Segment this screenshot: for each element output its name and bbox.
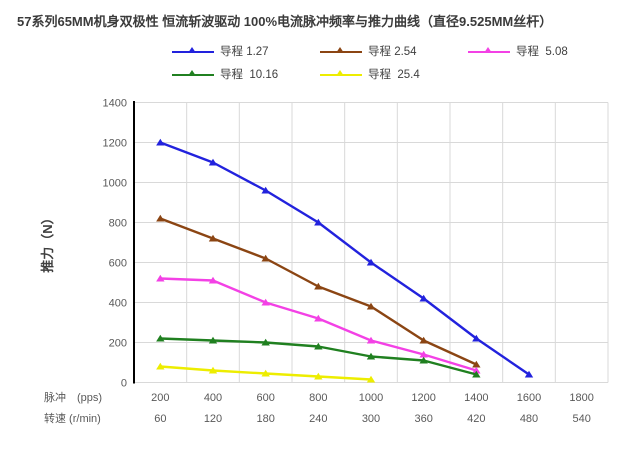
legend-label: 导程 10.16 — [220, 69, 279, 81]
series-line — [159, 277, 478, 372]
x-tick-label-pps: 1800 — [569, 392, 593, 404]
point-marker — [472, 366, 481, 374]
x-tick-label-pps: 800 — [309, 392, 327, 404]
point-marker — [314, 342, 323, 350]
y-tick-label: 1400 — [103, 98, 127, 110]
x-tick-label-pps: 1200 — [411, 392, 435, 404]
point-marker — [156, 362, 165, 370]
point-marker — [419, 294, 428, 302]
point-marker — [366, 336, 376, 344]
x-axis-row-label: 转速 (r/min) — [44, 411, 101, 425]
point-marker — [524, 370, 534, 378]
y-tick-label: 200 — [109, 338, 127, 350]
legend-item: 导程 25.4 — [320, 67, 420, 83]
x-tick-label-rpm: 60 — [154, 413, 166, 425]
legend-item: 导程 1.27 — [172, 44, 269, 60]
x-tick-label-pps: 1400 — [464, 392, 488, 404]
triangle-marker-icon — [484, 46, 492, 53]
point-marker — [156, 214, 165, 222]
x-tick-label-rpm: 360 — [414, 413, 432, 425]
x-tick-label-pps: 1000 — [359, 392, 383, 404]
legend-label: 导程 1.27 — [220, 46, 269, 58]
y-tick-label: 600 — [109, 258, 127, 270]
legend-label: 导程 2.54 — [368, 46, 417, 58]
point-marker — [208, 234, 218, 242]
x-tick-label-pps: 200 — [151, 392, 169, 404]
point-marker — [208, 366, 218, 374]
point-marker — [261, 369, 270, 377]
point-marker — [314, 372, 323, 380]
point-marker — [261, 254, 270, 262]
y-tick-label: 0 — [121, 378, 127, 390]
point-marker — [261, 186, 270, 194]
y-tick-label: 1200 — [103, 138, 127, 150]
point-marker — [472, 370, 481, 378]
x-tick-label-rpm: 180 — [256, 413, 274, 425]
point-marker — [156, 334, 165, 342]
x-tick-label-pps: 400 — [204, 392, 222, 404]
x-tick-label-pps: 600 — [256, 392, 274, 404]
point-marker — [208, 158, 218, 166]
x-tick-label-rpm: 300 — [362, 413, 380, 425]
triangle-marker-icon — [188, 69, 196, 76]
x-tick-label-rpm: 120 — [204, 413, 222, 425]
chart-legend: 导程 1.27 导程 2.54 导程 5.08 导程 10.16 导程 25.4 — [0, 0, 640, 90]
x-tick-label-rpm: 420 — [467, 413, 485, 425]
legend-label: 导程 5.08 — [516, 46, 568, 58]
point-marker — [472, 360, 481, 368]
triangle-marker-icon — [336, 46, 344, 53]
point-marker — [261, 298, 270, 306]
point-marker — [419, 336, 428, 344]
chart-title: 57系列65MM机身双极性 恒流斩波驱动 100%电流脉冲频率与推力曲线（直径9… — [17, 14, 553, 29]
y-tick-label: 1000 — [103, 178, 127, 190]
point-marker — [366, 302, 376, 310]
point-marker — [156, 138, 165, 146]
y-tick-label: 400 — [109, 298, 127, 310]
legend-line-swatch — [468, 46, 510, 54]
legend-line-swatch — [320, 69, 362, 77]
point-marker — [261, 338, 270, 346]
point-marker — [366, 375, 376, 383]
x-tick-label-rpm: 480 — [520, 413, 538, 425]
point-marker — [419, 356, 428, 364]
point-marker — [472, 334, 481, 342]
triangle-marker-icon — [188, 46, 196, 53]
y-tick-label: 800 — [109, 218, 127, 230]
point-marker — [366, 258, 376, 266]
point-marker — [419, 350, 428, 358]
legend-item: 导程 5.08 — [468, 44, 568, 60]
x-axis-row-label: 脉冲 (pps) — [44, 390, 102, 404]
point-marker — [314, 282, 323, 290]
legend-line-swatch — [172, 46, 214, 54]
point-marker — [208, 276, 218, 284]
point-marker — [156, 274, 165, 282]
legend-line-swatch — [320, 46, 362, 54]
point-marker — [314, 314, 323, 322]
x-tick-label-rpm: 240 — [309, 413, 327, 425]
x-tick-label-rpm: 540 — [572, 413, 590, 425]
legend-line-swatch — [172, 69, 214, 77]
point-marker — [366, 352, 376, 360]
series-line — [159, 141, 531, 376]
legend-item: 导程 10.16 — [172, 67, 278, 83]
point-marker — [314, 218, 323, 226]
point-marker — [208, 336, 218, 344]
y-axis-title: 推力（N） — [40, 211, 55, 272]
legend-item: 导程 2.54 — [320, 44, 417, 60]
x-tick-label-pps: 1600 — [517, 392, 541, 404]
triangle-marker-icon — [336, 69, 344, 76]
legend-label: 导程 25.4 — [368, 69, 420, 81]
